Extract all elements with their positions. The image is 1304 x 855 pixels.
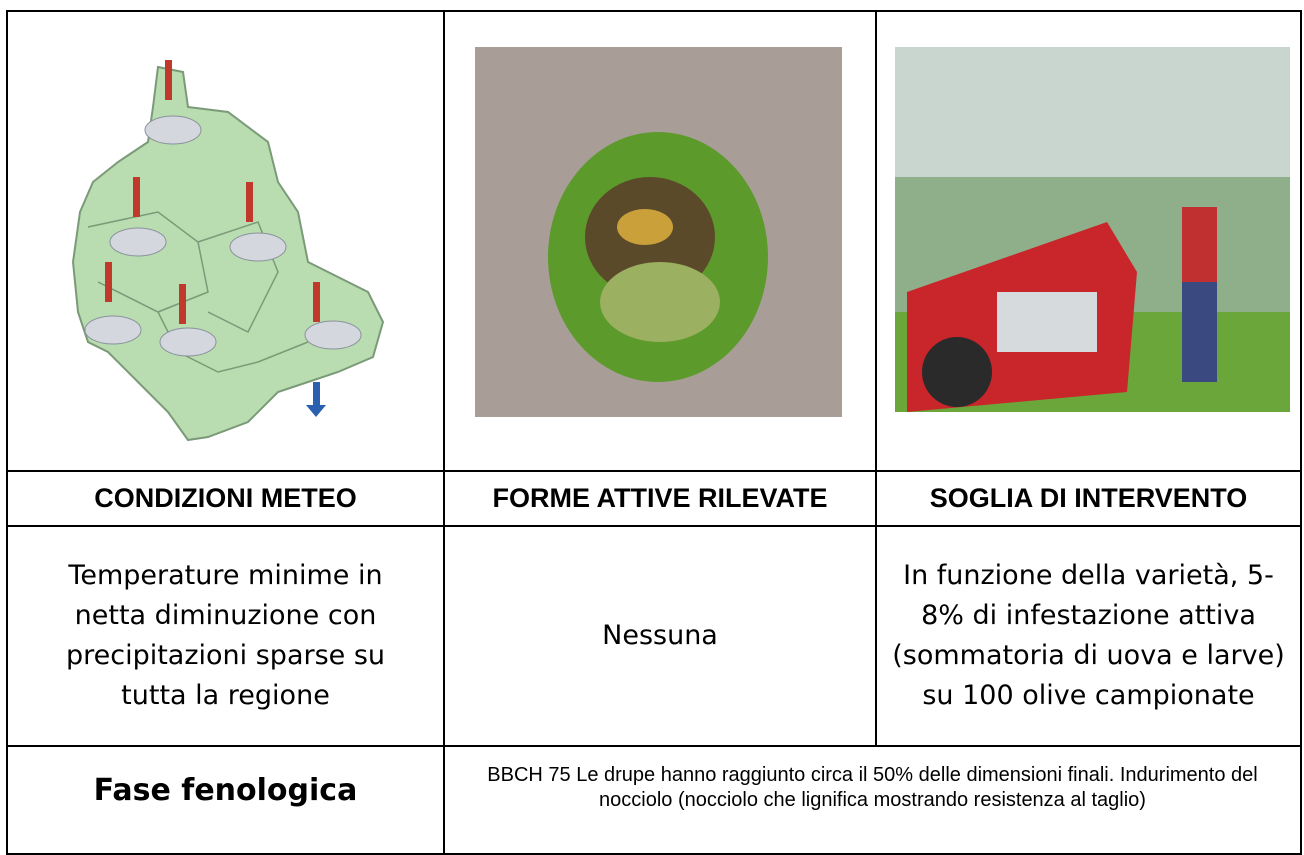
sprayer-photo [895, 47, 1290, 412]
body-cell: Nessuna [443, 525, 877, 747]
map-cell [6, 10, 445, 472]
body-cell: Temperature minime in netta diminuzione … [6, 525, 445, 747]
phase-label: Fase fenologica [6, 745, 445, 855]
sprayer-cell [875, 10, 1302, 472]
header-cell: CONDIZIONI METEO [6, 470, 445, 527]
olive-cell [443, 10, 877, 472]
phase-description: BBCH 75 Le drupe hanno raggiunto circa i… [443, 745, 1302, 855]
header-cell: SOGLIA DI INTERVENTO [875, 470, 1302, 527]
weather-map [71, 60, 385, 442]
header-cell: FORME ATTIVE RILEVATE [443, 470, 877, 527]
body-cell: In funzione della varietà, 5-8% di infes… [875, 525, 1302, 747]
olive-photo [475, 47, 842, 417]
